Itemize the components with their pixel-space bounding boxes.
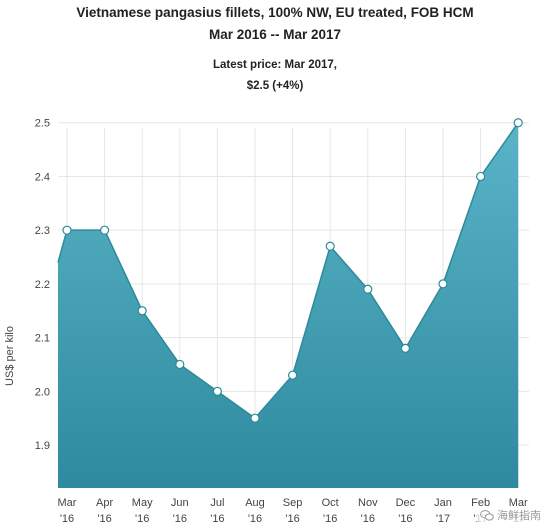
y-tick-label: 1.9 bbox=[35, 440, 50, 452]
x-tick-month: Oct bbox=[322, 497, 339, 509]
data-point-marker[interactable] bbox=[400, 343, 410, 353]
data-point-marker[interactable] bbox=[175, 359, 185, 370]
price-line bbox=[57, 122, 519, 420]
x-tick-month: Jun bbox=[171, 497, 189, 509]
x-tick-month: Jan bbox=[434, 497, 452, 509]
chart-subtitle: Latest price: Mar 2017, $2.5 (+4%) bbox=[0, 55, 550, 97]
x-tick-year: '16 bbox=[248, 513, 262, 525]
x-tick-month: Apr bbox=[96, 497, 113, 509]
x-tick-month: May bbox=[132, 497, 153, 509]
y-axis-ticks: 1.9 2.0 2.1 2.2 2.3 2.4 2.5 bbox=[35, 118, 50, 452]
area-layer bbox=[57, 122, 519, 489]
x-tick-year: '16 bbox=[361, 513, 375, 525]
x-tick-month: Sep bbox=[283, 497, 303, 509]
x-tick-year: '16 bbox=[398, 513, 412, 525]
wechat-icon bbox=[480, 509, 494, 521]
marker-layer bbox=[62, 118, 523, 423]
x-axis-ticks: Mar '16 Apr '16 May '16 Jun '16 Jul '16 Aug '16 Sep '… bbox=[58, 497, 528, 525]
x-tick-year: '16 bbox=[135, 513, 149, 525]
x-tick-month: Jul bbox=[210, 497, 224, 509]
data-point-marker[interactable] bbox=[288, 370, 298, 380]
data-point-marker[interactable] bbox=[212, 386, 222, 396]
watermark-text: 海鲜指南 bbox=[497, 510, 541, 522]
watermark: 海鲜指南 bbox=[477, 506, 544, 524]
y-axis-title: US$ per kilo bbox=[4, 326, 16, 386]
x-tick-year: '17 bbox=[436, 513, 450, 525]
data-point-marker[interactable] bbox=[137, 306, 147, 316]
y-tick-label: 2.2 bbox=[35, 279, 50, 291]
data-point-marker[interactable] bbox=[438, 279, 448, 289]
x-tick-year: '16 bbox=[323, 513, 337, 525]
data-point-marker[interactable] bbox=[250, 413, 260, 423]
chart-title: Vietnamese pangasius fillets, 100% NW, E… bbox=[0, 2, 550, 46]
x-tick-month: Dec bbox=[396, 497, 416, 509]
x-tick-year: '16 bbox=[210, 513, 224, 525]
data-point-marker[interactable] bbox=[325, 241, 335, 251]
chart-header: Vietnamese pangasius fillets, 100% NW, E… bbox=[0, 0, 550, 97]
latest-price-label: Latest price: Mar 2017, bbox=[212, 59, 337, 71]
data-point-marker[interactable] bbox=[363, 284, 373, 294]
chart-title-line-1: Vietnamese pangasius fillets, 100% NW, E… bbox=[76, 5, 474, 20]
x-tick-month: Aug bbox=[245, 497, 265, 509]
y-tick-label: 2.3 bbox=[35, 225, 50, 237]
y-tick-label: 2.0 bbox=[35, 386, 50, 398]
x-tick-year: '16 bbox=[97, 513, 111, 525]
x-tick-month: Nov bbox=[358, 497, 378, 509]
data-point-marker[interactable] bbox=[513, 118, 523, 128]
price-area-fill bbox=[58, 122, 519, 489]
data-point-marker[interactable] bbox=[99, 225, 110, 235]
data-point-marker[interactable] bbox=[476, 171, 486, 182]
x-tick-month: Mar bbox=[58, 497, 77, 509]
x-tick-year: '16 bbox=[285, 513, 299, 525]
y-tick-label: 2.4 bbox=[35, 171, 50, 183]
x-tick-year: '16 bbox=[60, 513, 74, 525]
y-tick-label: 2.5 bbox=[35, 118, 50, 130]
latest-price-value: $2.5 (+4%) bbox=[246, 80, 304, 92]
data-point-marker[interactable] bbox=[62, 225, 72, 235]
y-tick-label: 2.1 bbox=[35, 333, 50, 345]
chart-title-line-2: Mar 2016 -- Mar 2017 bbox=[208, 27, 342, 42]
x-tick-year: '16 bbox=[173, 513, 187, 525]
